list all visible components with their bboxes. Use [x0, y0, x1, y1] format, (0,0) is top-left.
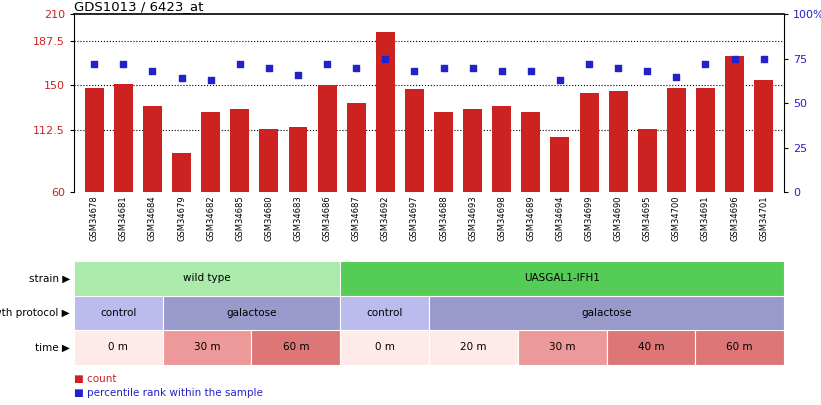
Point	[699, 61, 712, 67]
Bar	[376, 32, 395, 192]
Point	[612, 64, 625, 71]
Bar	[172, 153, 191, 192]
Point	[553, 77, 566, 83]
Text: time ▶: time ▶	[35, 342, 70, 352]
Point	[175, 75, 188, 81]
Bar	[725, 56, 744, 192]
Bar	[429, 330, 518, 364]
Point	[204, 77, 218, 83]
Text: control: control	[366, 308, 403, 318]
Bar	[695, 330, 784, 364]
Bar	[607, 330, 695, 364]
Bar	[551, 136, 570, 192]
Text: galactose: galactose	[226, 308, 277, 318]
Bar	[259, 130, 278, 192]
Bar	[429, 296, 784, 330]
Bar	[163, 330, 251, 364]
Point	[146, 68, 159, 75]
Bar	[521, 112, 540, 192]
Text: GDS1013 / 6423_at: GDS1013 / 6423_at	[74, 0, 204, 13]
Text: 30 m: 30 m	[194, 342, 220, 352]
Bar	[518, 330, 607, 364]
Bar	[201, 112, 220, 192]
Bar	[493, 106, 511, 192]
Bar	[74, 261, 340, 296]
Point	[525, 68, 538, 75]
Point	[728, 55, 741, 62]
Bar	[463, 109, 482, 192]
Text: 0 m: 0 m	[374, 342, 395, 352]
Bar	[696, 88, 715, 192]
Point	[291, 72, 305, 78]
Bar	[340, 330, 429, 364]
Text: 0 m: 0 m	[108, 342, 128, 352]
Bar	[288, 127, 307, 192]
Point	[466, 64, 479, 71]
Bar	[74, 296, 163, 330]
Point	[495, 68, 508, 75]
Point	[670, 73, 683, 80]
Bar	[114, 84, 133, 192]
Bar	[434, 112, 453, 192]
Point	[408, 68, 421, 75]
Text: ■ percentile rank within the sample: ■ percentile rank within the sample	[74, 388, 263, 398]
Point	[378, 55, 392, 62]
Text: strain ▶: strain ▶	[29, 273, 70, 283]
Text: ■ count: ■ count	[74, 374, 117, 384]
Text: UASGAL1-IFH1: UASGAL1-IFH1	[524, 273, 600, 283]
Text: wild type: wild type	[183, 273, 231, 283]
Point	[350, 64, 363, 71]
Bar	[580, 93, 599, 192]
Bar	[340, 261, 784, 296]
Point	[582, 61, 595, 67]
Point	[640, 68, 654, 75]
Bar	[754, 79, 773, 192]
Bar	[143, 106, 162, 192]
Text: 30 m: 30 m	[549, 342, 576, 352]
Point	[263, 64, 276, 71]
Bar	[608, 92, 627, 192]
Point	[437, 64, 450, 71]
Point	[320, 61, 333, 67]
Text: 40 m: 40 m	[638, 342, 664, 352]
Bar	[251, 330, 340, 364]
Point	[88, 61, 101, 67]
Text: galactose: galactose	[581, 308, 632, 318]
Bar	[231, 109, 250, 192]
Bar	[318, 85, 337, 192]
Bar	[340, 296, 429, 330]
Point	[233, 61, 246, 67]
Text: 20 m: 20 m	[460, 342, 487, 352]
Bar	[85, 88, 103, 192]
Bar	[163, 296, 340, 330]
Bar	[667, 88, 686, 192]
Text: 60 m: 60 m	[727, 342, 753, 352]
Text: growth protocol ▶: growth protocol ▶	[0, 308, 70, 318]
Bar	[638, 130, 657, 192]
Bar	[74, 330, 163, 364]
Point	[117, 61, 130, 67]
Text: control: control	[100, 308, 136, 318]
Text: 60 m: 60 m	[282, 342, 309, 352]
Bar	[405, 89, 424, 192]
Point	[757, 55, 770, 62]
Bar	[346, 103, 365, 192]
